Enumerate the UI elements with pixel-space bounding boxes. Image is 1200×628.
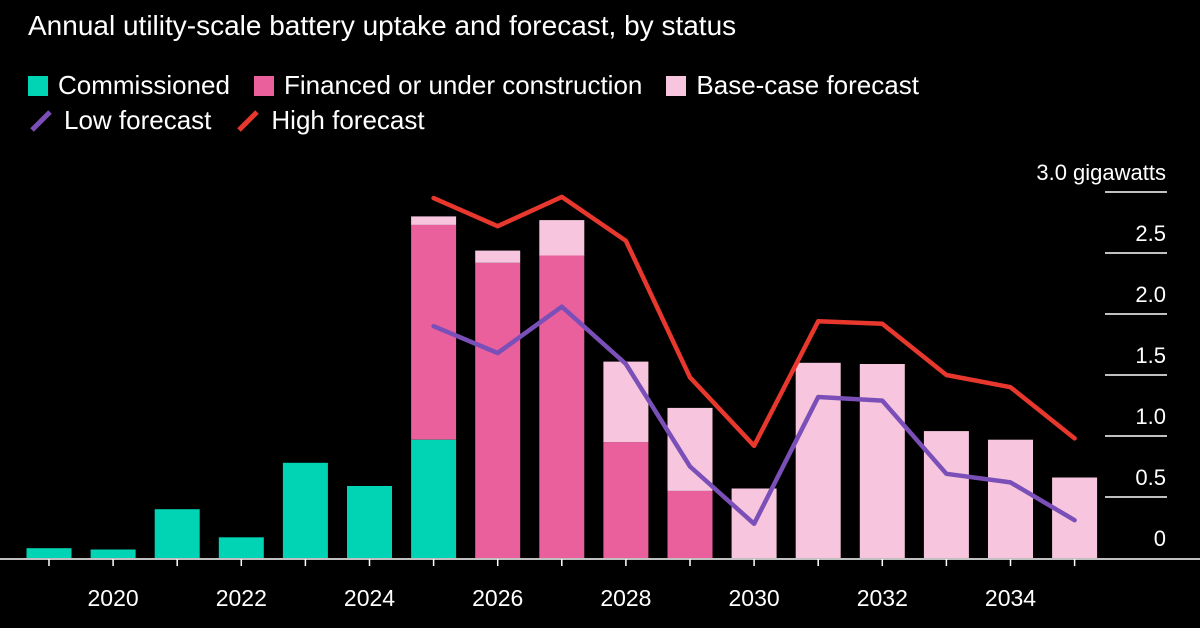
bar-financed-2026 (475, 262, 521, 558)
bar-base-2033 (923, 431, 969, 558)
legend-label-high: High forecast (271, 105, 425, 135)
bar-financed-2027 (539, 255, 585, 558)
legend-item-high: High forecast (235, 105, 425, 136)
bar-commissioned-2021 (154, 509, 200, 558)
line-low (431, 304, 1077, 527)
bar-base-2027 (539, 220, 585, 256)
legend-row-lines: Low forecast High forecast (28, 105, 449, 136)
bar-commissioned-2024 (347, 486, 392, 558)
bar-base-2028 (603, 361, 649, 443)
x-tick-label-2028: 2028 (600, 585, 651, 611)
x-axis: 2020 2022 2024 2026 2028 2030 2032 2034 (0, 558, 1200, 611)
legend-label-financed: Financed or under construction (283, 70, 643, 100)
x-tick-label-2022: 2022 (216, 585, 267, 611)
bar-financed-2028 (603, 442, 649, 558)
legend-label-base: Base-case forecast (696, 70, 919, 100)
x-tick-label-2024: 2024 (344, 585, 395, 611)
y-tick-label-2: 1.0 (1135, 404, 1166, 429)
legend-item-low: Low forecast (28, 105, 211, 136)
bar-base-2031 (795, 362, 841, 558)
legend-label-low: Low forecast (64, 105, 212, 135)
legend-label-commissioned: Commissioned (58, 70, 230, 100)
legend-swatch-base (666, 75, 687, 96)
x-tick-label-2032: 2032 (857, 585, 908, 611)
chart-subtitle: Annual utility-scale battery uptake and … (28, 10, 737, 41)
y-tick-label-6: 3.0 gigawatts (1036, 160, 1166, 185)
bar-commissioned-2023 (282, 462, 328, 558)
bar-base-2032 (859, 364, 905, 558)
x-tick-label-2020: 2020 (88, 585, 139, 611)
bar-commissioned-2025 (411, 439, 457, 558)
bar-base-2034 (988, 439, 1033, 558)
legend-item-financed: Financed or under construction (253, 70, 643, 101)
y-tick-label-3: 1.5 (1135, 343, 1166, 368)
legend-swatch-low (30, 109, 52, 132)
legend-swatch-financed (253, 75, 274, 96)
legend-item-base: Base-case forecast (666, 70, 919, 101)
legend-swatch-high (237, 109, 260, 132)
y-axis: 0 0.5 1.0 1.5 2.0 2.5 3.0 gigawatts (1036, 160, 1167, 551)
y-tick-label-1: 0.5 (1135, 465, 1166, 490)
bars-layer (26, 216, 1098, 558)
y-tick-label-5: 2.5 (1135, 221, 1166, 246)
x-tick-label-2030: 2030 (729, 585, 780, 611)
y-tick-label-4: 2.0 (1135, 282, 1166, 307)
y-tick-label-0: 0 (1154, 526, 1166, 551)
legend-row-bars: Commissioned Financed or under construct… (28, 70, 943, 101)
x-tick-label-2034: 2034 (985, 585, 1036, 611)
bar-commissioned-2022 (218, 537, 264, 558)
bar-financed-2029 (667, 490, 713, 558)
legend-item-commissioned: Commissioned (28, 70, 230, 101)
lines-layer (431, 194, 1077, 527)
bar-commissioned-2020 (90, 549, 136, 558)
bar-commissioned-2019 (26, 548, 72, 558)
x-tick-label-2026: 2026 (472, 585, 523, 611)
legend-swatch-commissioned (28, 75, 48, 96)
bar-base-2025 (411, 216, 457, 225)
line-high (431, 194, 1077, 449)
bar-base-2026 (475, 250, 521, 263)
